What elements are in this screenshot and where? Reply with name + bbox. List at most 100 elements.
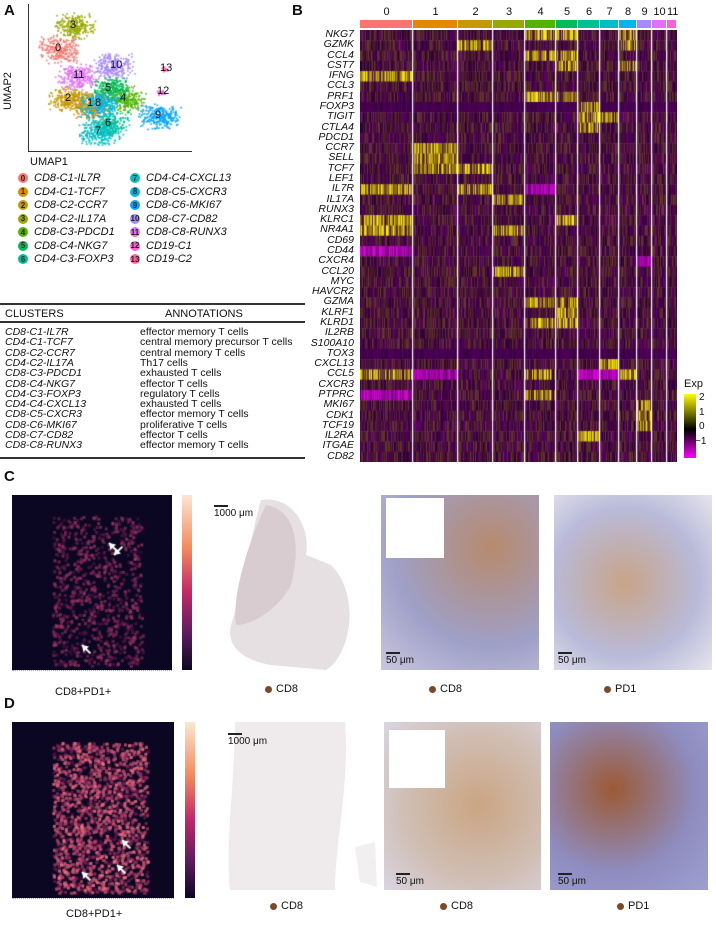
gene-label: TCF19 [321, 418, 354, 431]
gene-label: CD44 [327, 244, 354, 256]
cluster-dot-icon: 6 [18, 254, 28, 264]
legend-item-2: 2 CD8-C2- CCR7 [18, 199, 107, 211]
stain-dot-icon [270, 902, 277, 910]
gene-label: ITGAE [322, 439, 354, 452]
table-bottom-rule [0, 457, 305, 459]
gene-label: TIGIT [327, 110, 354, 123]
legend-item-4: 4 CD8-C3- PDCD1 [18, 226, 115, 238]
table-cell-annotation: effector T cells [140, 429, 208, 441]
table-header-clusters: CLUSTERS [5, 308, 64, 320]
table-cell-annotation: proliferative T cells [140, 418, 228, 431]
stain-dot-icon [440, 902, 447, 910]
scale-bar-50-c1: 50 μm [386, 652, 414, 666]
legend-gene: FOXP3 [77, 253, 114, 265]
table-cell-cluster: CD8-C6-MKI67 [5, 418, 77, 431]
table-cell-cluster: CD8-C3-PDCD1 [5, 367, 83, 380]
table-cell-cluster: CD8-C5-CXCR3 [5, 408, 83, 421]
cluster-dot-icon: 1 [18, 186, 28, 197]
inset-thumbnail [386, 498, 444, 558]
stain-dot-icon [604, 685, 611, 693]
legend-prefix: CD8-C8- [146, 226, 190, 238]
umap-cluster-label: 6 [105, 117, 112, 129]
gene-label: KLRC1 [320, 213, 354, 226]
table-cell-cluster: CD4-C4-CXCL13 [5, 398, 87, 411]
gene-label: CXCL13 [314, 357, 354, 370]
legend-item-10: 10 CD8-C7- CD82 [130, 213, 218, 225]
cluster-dot-icon: 8 [130, 186, 140, 197]
gene-label: MKI67 [323, 398, 354, 411]
cluster-dot-icon: 3 [18, 213, 28, 224]
umap-cluster-label: 12 [157, 85, 170, 97]
scale-label: 50 μm [558, 654, 586, 666]
gene-label: TOX3 [326, 346, 354, 359]
legend-gene: CCR7 [77, 199, 108, 211]
legend-gene: TCF7 [77, 185, 105, 198]
table-cell-cluster: CD8-C4-NKG7 [5, 377, 76, 390]
cluster-bar-2 [458, 20, 492, 28]
table-cell-cluster: CD8-C7-CD82 [5, 429, 74, 441]
gene-label: CD69 [327, 233, 354, 246]
cluster-number-6: 6 [585, 6, 593, 18]
stain-text: CD8 [281, 900, 304, 912]
gene-label: CCR7 [325, 141, 354, 154]
umap-cluster-label: 8 [95, 97, 102, 109]
gene-label: CST7 [327, 58, 354, 71]
legend-item-8: 8 CD8-C5- CXCR3 [130, 186, 227, 198]
table-header-annotations: ANNOTATIONS [165, 308, 243, 320]
cluster-bar-9 [637, 20, 651, 28]
cluster-dot-icon: 11 [130, 227, 140, 237]
cluster-number-1: 1 [432, 6, 439, 18]
stain-dot-icon [265, 685, 272, 693]
legend-prefix: CD8-C7- [146, 212, 190, 225]
table-cell-annotation: exhausted T cells [140, 398, 222, 411]
table-cell-annotation: exhausted T cells [140, 367, 222, 380]
gene-label: TCF7 [327, 161, 354, 174]
cluster-dot-icon: 4 [18, 227, 28, 237]
stain-label: CD8 [429, 683, 462, 695]
table-cell-cluster: CD4-C3-FOXP3 [5, 387, 81, 400]
stain-label: PD1 [604, 683, 636, 695]
spatial-colorbar-d [185, 722, 195, 898]
micrograph-cd8-d [384, 722, 541, 890]
legend-prefix: CD4-C1- [34, 185, 78, 198]
legend-prefix: CD8-C1- [34, 172, 78, 184]
stain-label: CD8 [440, 900, 473, 912]
table-cell-annotation: Th17 cells [140, 356, 188, 369]
gene-label: IFNG [328, 69, 354, 82]
cluster-bar-8 [619, 20, 636, 28]
umap-cluster-label: 5 [105, 82, 112, 94]
cluster-dot-icon: 9 [130, 200, 140, 210]
panel-label-c: C [4, 468, 15, 485]
table-header-rule [0, 321, 305, 323]
legend-gene: PDCD1 [77, 226, 115, 238]
umap-plot: 0 1 2 3 4 5 6 7 8 9 10 11 12 13 [28, 4, 193, 152]
legend-gene: CXCR3 [189, 185, 227, 198]
stain-text: CD8 [276, 683, 299, 695]
panel-label-d: D [4, 695, 15, 712]
micrograph-pd1-d [550, 722, 708, 890]
legend-prefix: CD4-C4- [146, 172, 190, 184]
scale-label: 50 μm [558, 875, 586, 887]
legend-gene: CXCL13 [189, 172, 231, 184]
cluster-number-9: 9 [641, 6, 648, 18]
table-cell-cluster: CD4-C2-IL17A [5, 356, 74, 369]
gene-label: IL7R [331, 182, 354, 195]
spatial-label-d: CD8+PD1+ [66, 908, 123, 920]
legend-gene: CD82 [189, 212, 218, 225]
legend-gene: RUNX3 [189, 226, 227, 238]
umap-cluster-label: 10 [110, 59, 123, 71]
stain-label: PD1 [617, 900, 649, 912]
legend-prefix: CD4-C3- [34, 253, 78, 265]
gene-label: FOXP3 [319, 100, 354, 112]
gene-label: IL17A [326, 192, 354, 205]
umap-cluster-label: 0 [55, 42, 62, 54]
table-cell-cluster: CD8-C1-IL7R [5, 326, 69, 338]
gene-label: CDK1 [325, 408, 354, 421]
legend-item-3: 3 CD4-C2- IL17A [18, 213, 106, 225]
stain-dot-icon [429, 685, 436, 693]
gene-label: KLRF1 [321, 305, 354, 318]
cluster-number-7: 7 [606, 6, 613, 18]
cluster-dot-icon: 12 [130, 240, 140, 251]
gene-label: NR4A1 [320, 223, 354, 236]
cluster-dot-icon: 10 [130, 213, 140, 224]
